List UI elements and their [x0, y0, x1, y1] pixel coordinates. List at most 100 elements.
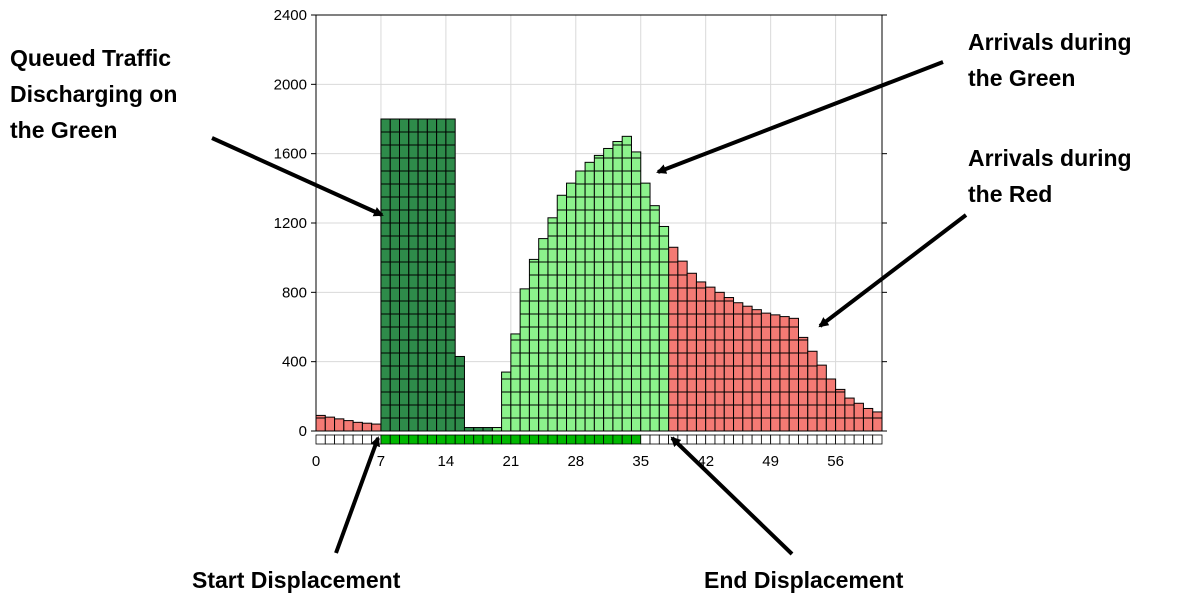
bar [695, 281, 707, 432]
signal-cell-green [389, 434, 400, 445]
bar [714, 291, 725, 432]
arrivals-green-annotation: Arrivals during the Green [968, 24, 1132, 96]
bar [825, 378, 837, 432]
signal-strip [315, 434, 883, 445]
end-displacement-arrow [670, 436, 794, 556]
bar [566, 182, 577, 432]
bar [742, 305, 753, 432]
x-tick-label: 56 [827, 453, 844, 470]
bar-body [352, 421, 363, 432]
queued-line-3: the Green [10, 117, 118, 143]
bar-body [770, 314, 781, 432]
bar [603, 147, 614, 432]
bar-body [816, 364, 827, 432]
y-tick-label: 1200 [274, 215, 307, 232]
x-tick-label: 49 [762, 453, 779, 470]
y-tick-label: 2400 [274, 7, 307, 24]
signal-cell-green [380, 434, 391, 445]
bar [343, 420, 354, 432]
signal-cell [816, 434, 827, 445]
bar [733, 302, 744, 432]
bar [593, 154, 605, 432]
signal-cell [696, 434, 707, 445]
bar-body [361, 422, 373, 432]
x-tick-label: 14 [438, 453, 455, 470]
start-displacement-label: Start Displacement [192, 567, 401, 593]
signal-cell [844, 434, 855, 445]
bar-body [501, 371, 512, 432]
signal-cell [352, 434, 363, 445]
signal-cell-green [408, 434, 419, 445]
bar [399, 118, 410, 432]
bar-body [649, 205, 660, 432]
bar-body [835, 388, 846, 432]
bar-body [677, 260, 688, 432]
bar [445, 118, 456, 432]
bar-body [334, 418, 345, 432]
bar [473, 427, 484, 432]
bar [668, 246, 679, 432]
signal-cell-green [612, 434, 623, 445]
signal-cell [742, 434, 753, 445]
signal-cell [714, 434, 725, 445]
bar [640, 182, 651, 432]
bar [491, 427, 503, 432]
signal-cell-green [501, 434, 512, 445]
y-tick-label: 0 [299, 423, 307, 440]
bar-body [491, 427, 503, 432]
bar [463, 427, 475, 432]
signal-cell [872, 434, 883, 445]
y-tick-label: 800 [282, 284, 307, 301]
signal-cell [705, 434, 716, 445]
bar [501, 371, 512, 432]
bar-body [371, 423, 382, 432]
signal-cell [770, 434, 781, 445]
signal-cell-green [473, 434, 484, 445]
signal-cell [324, 434, 335, 445]
bar [612, 141, 623, 432]
bar-body [723, 297, 735, 432]
bar [751, 309, 762, 432]
signal-cell-green [529, 434, 540, 445]
queued-traffic-annotation: Queued Traffic Discharging on the Green [10, 40, 177, 148]
bar-body [807, 350, 818, 432]
bar [482, 427, 493, 432]
bar-body [760, 312, 772, 432]
bar [788, 317, 799, 432]
signal-cell [334, 434, 345, 445]
bar-body [788, 317, 799, 432]
signal-cell [798, 434, 809, 445]
bar-body [538, 238, 549, 432]
signal-cell-green [547, 434, 558, 445]
signal-cell-green [510, 434, 521, 445]
bar [436, 118, 447, 432]
bar [770, 314, 781, 432]
bar [705, 286, 716, 432]
bar-body [324, 416, 336, 432]
signal-cell [788, 434, 799, 445]
bar [584, 161, 595, 432]
signal-cell-green [631, 434, 642, 445]
bar [519, 288, 530, 432]
x-tick-label: 0 [312, 453, 320, 470]
bar-body [733, 302, 744, 432]
bar [324, 416, 336, 432]
signal-cell [807, 434, 818, 445]
bar [389, 118, 401, 432]
queued-line-1: Queued Traffic [10, 45, 172, 71]
queued-arrow [211, 136, 384, 217]
bar [853, 402, 864, 432]
bar [547, 217, 558, 432]
bar [417, 118, 428, 432]
bar-body [510, 333, 521, 432]
bar-body [844, 397, 855, 432]
signal-cell-green [584, 434, 595, 445]
y-tick-label: 400 [282, 354, 307, 371]
signal-cell [315, 434, 326, 445]
bar [575, 170, 586, 432]
signal-cell-green [519, 434, 530, 445]
bar [315, 414, 326, 432]
bar [872, 411, 883, 432]
signal-cell [640, 434, 651, 445]
